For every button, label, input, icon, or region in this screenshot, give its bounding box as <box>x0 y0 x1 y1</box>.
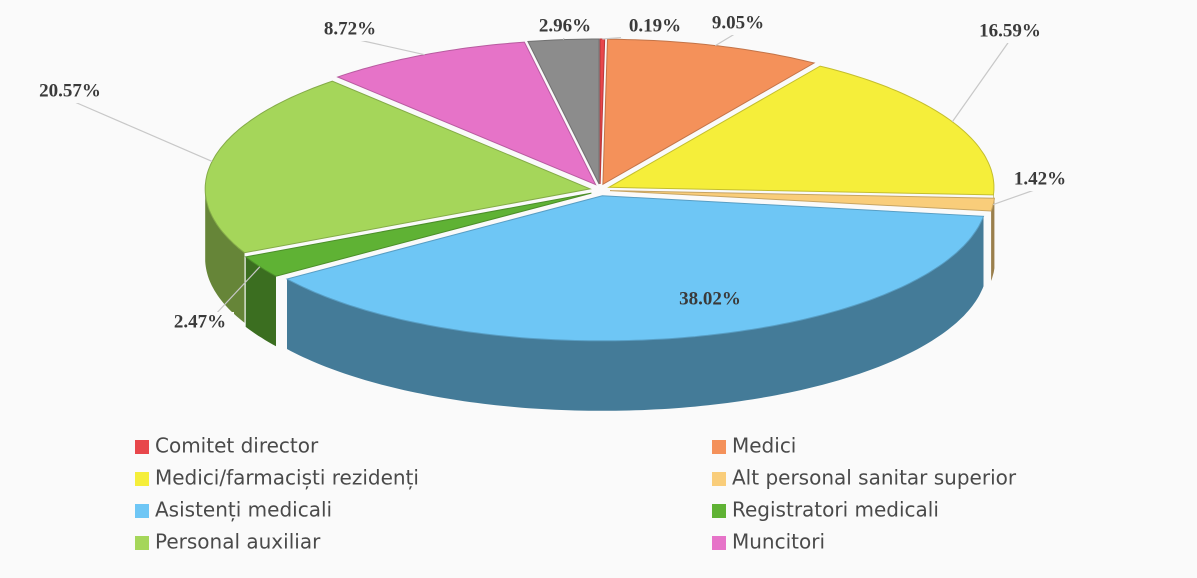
slice <box>285 195 985 342</box>
slice <box>204 80 592 254</box>
data-label: 38.02% <box>679 288 741 309</box>
label-bg <box>976 21 1044 43</box>
slice-side <box>245 256 276 347</box>
label-bg <box>621 16 689 38</box>
leader-line <box>69 99 213 162</box>
label-bg <box>316 19 384 41</box>
data-label: 20.57% <box>39 80 101 101</box>
label-bg <box>36 81 104 103</box>
legend-label: Medici/farmaciști rezidenți <box>155 466 419 490</box>
slice <box>607 65 995 196</box>
legend-label: Personal auxiliar <box>155 530 321 554</box>
data-label: 9.05% <box>712 12 764 33</box>
data-label: 1.42% <box>1014 168 1066 189</box>
legend-swatch <box>712 504 726 518</box>
data-label: 2.47% <box>174 311 226 332</box>
data-label: 16.59% <box>979 20 1041 41</box>
leader-line <box>951 39 1011 123</box>
legend-label: Comitet director <box>155 434 319 458</box>
label-bg <box>166 312 234 334</box>
legend-label: Muncitori <box>732 530 825 554</box>
slice-side <box>991 198 995 281</box>
legend-swatch <box>712 440 726 454</box>
data-label: 0.19% <box>629 15 681 36</box>
legend-label: Asistenți medicali <box>155 498 332 522</box>
data-label: 2.96% <box>539 15 591 36</box>
legend-swatch <box>712 472 726 486</box>
legend-swatch <box>135 472 149 486</box>
slice <box>609 190 995 212</box>
legend-swatch <box>712 536 726 550</box>
legend-swatch <box>135 440 149 454</box>
legend-label: Medici <box>732 434 796 458</box>
data-label: 8.72% <box>324 18 376 39</box>
slice <box>244 192 592 277</box>
legend-label: Alt personal sanitar superior <box>732 466 1017 490</box>
label-bg <box>1006 169 1074 191</box>
slice <box>602 38 816 186</box>
slice-side <box>287 216 984 411</box>
legend-swatch <box>135 536 149 550</box>
label-bg <box>531 16 599 38</box>
label-bg <box>704 13 772 35</box>
legend-swatch <box>135 504 149 518</box>
legend-label: Registratori medicali <box>732 498 939 522</box>
